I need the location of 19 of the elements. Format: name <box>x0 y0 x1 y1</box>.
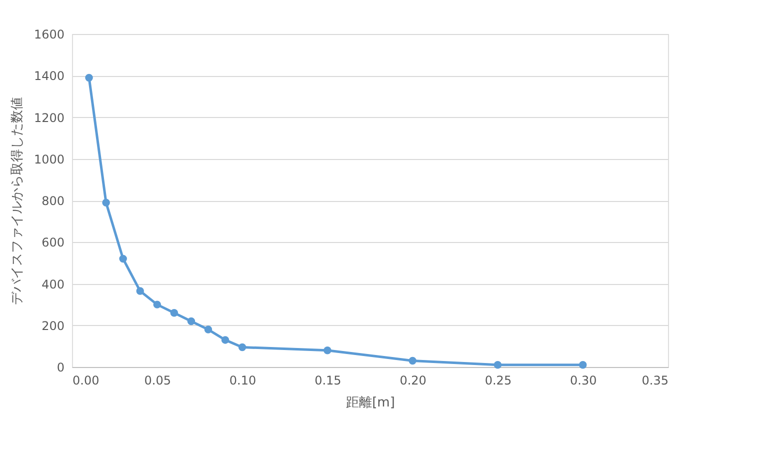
x-tick-label: 0.20 <box>400 374 426 388</box>
x-tick-label: 0.10 <box>229 374 256 388</box>
x-tick-label: 0.30 <box>570 374 597 388</box>
x-axis-title: 距離[m] <box>346 396 395 410</box>
y-tick-label: 400 <box>42 277 64 292</box>
x-tick-label: 0.00 <box>72 374 100 388</box>
y-tick-label: 1000 <box>34 152 64 166</box>
x-tick-label: 0.35 <box>642 374 668 388</box>
y-tick-label: 800 <box>42 194 64 208</box>
y-axis-title: デバイスファイルから取得した数値 <box>10 97 25 305</box>
y-tick-label: 1400 <box>34 69 64 84</box>
y-tick-label: 200 <box>42 318 64 333</box>
x-tick-label: 0.05 <box>144 374 171 388</box>
y-tick-label: 1600 <box>34 28 64 42</box>
y-tick-label: 0 <box>56 360 64 374</box>
x-tick-label: 0.25 <box>484 374 512 388</box>
y-tick-label: 1200 <box>34 110 64 125</box>
x-tick-label: 0.15 <box>314 374 342 388</box>
y-tick-label: 600 <box>42 236 64 250</box>
